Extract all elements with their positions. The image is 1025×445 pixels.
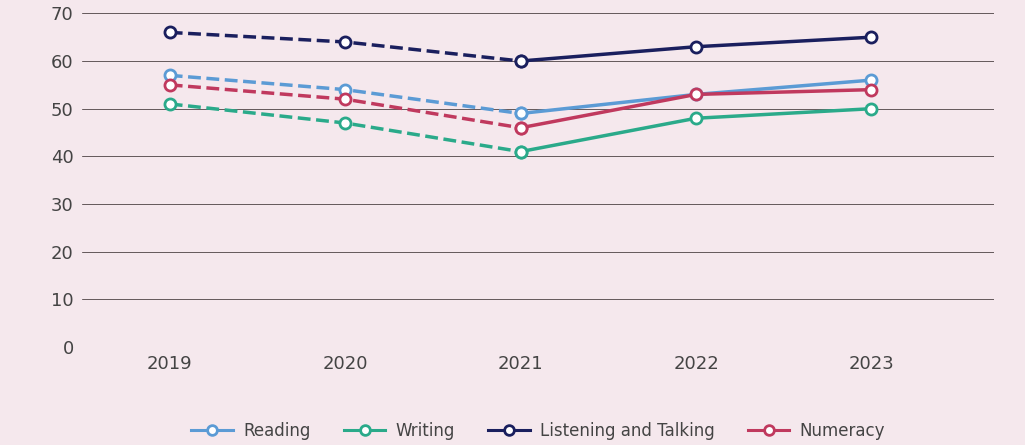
Legend: Reading, Writing, Listening and Talking, Numeracy: Reading, Writing, Listening and Talking,… xyxy=(184,416,892,445)
